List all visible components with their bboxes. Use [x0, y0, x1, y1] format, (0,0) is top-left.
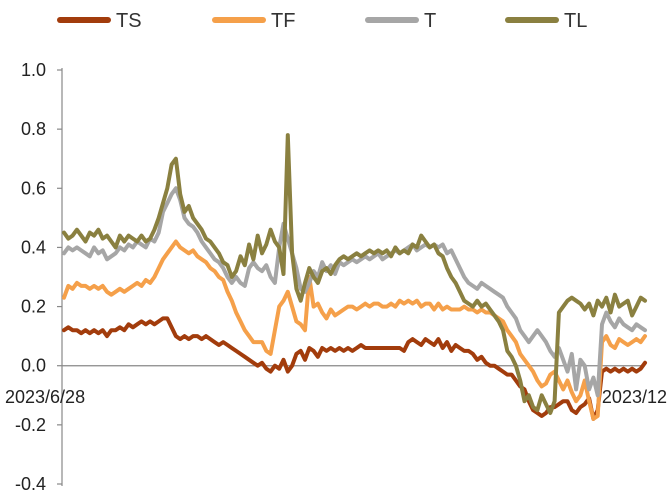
y-tick-label: -0.2	[15, 415, 46, 435]
y-tick-label: -0.4	[15, 474, 46, 494]
axis-labels: 1.0 0.8 0.6 0.4 0.2 0.0 -0.2 -0.4 2023/6/28 2023/…	[5, 60, 667, 494]
axes	[57, 68, 645, 486]
y-tick-label: 1.0	[21, 60, 46, 80]
y-tick-label: 0.0	[21, 356, 46, 376]
legend-label-t: T	[424, 10, 436, 32]
series-lines	[62, 133, 647, 421]
legend-label-tl: TL	[564, 10, 587, 32]
x-end-label: 2023/12	[602, 387, 667, 407]
legend-label-ts: TS	[116, 10, 142, 32]
y-tick-label: 0.4	[21, 237, 46, 257]
legend: TS TF T TL	[57, 10, 587, 32]
series-line-tl	[62, 133, 647, 415]
y-tick-label: 0.8	[21, 119, 46, 139]
x-start-label: 2023/6/28	[5, 387, 85, 407]
legend-label-tf: TF	[271, 10, 295, 32]
y-tick-label: 0.6	[21, 178, 46, 198]
y-tick-label: 0.2	[21, 297, 46, 317]
series-line-tf	[62, 239, 647, 421]
series-line-t	[62, 186, 647, 398]
